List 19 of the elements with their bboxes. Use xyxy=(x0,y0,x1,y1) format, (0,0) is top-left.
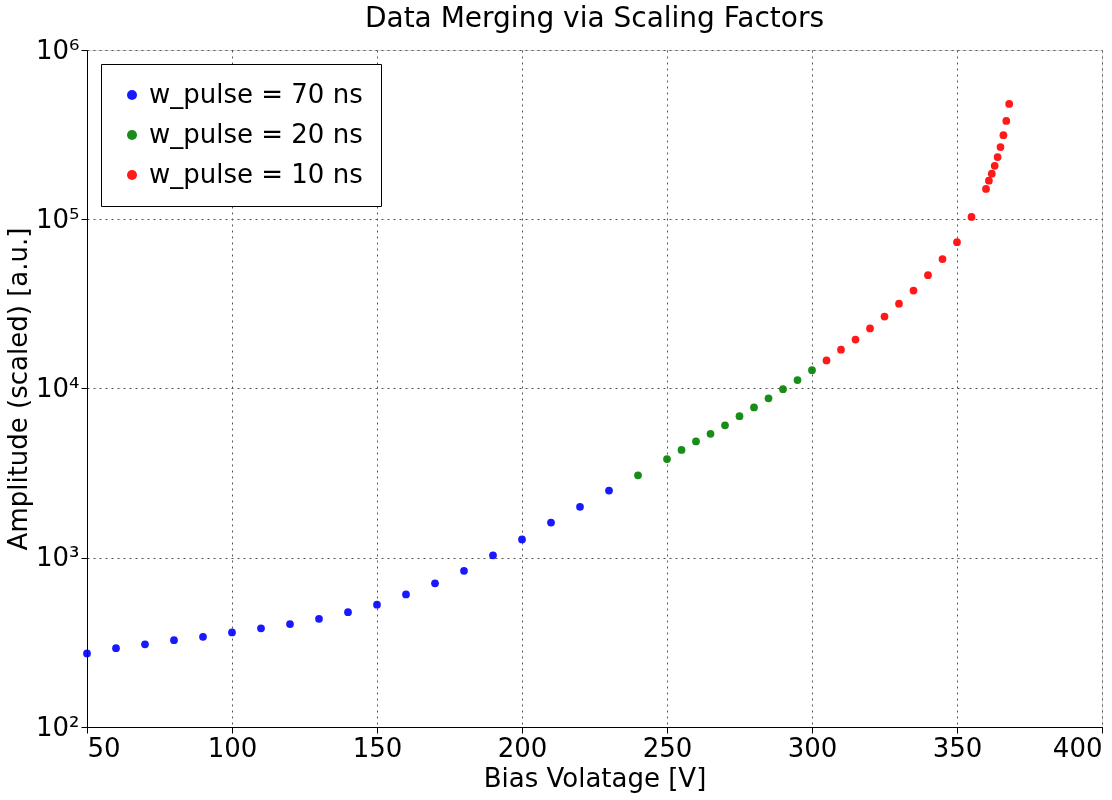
legend-label: w_pulse = 10 ns xyxy=(149,159,363,189)
legend-label: w_pulse = 70 ns xyxy=(149,79,363,109)
x-tick-label: 250 xyxy=(642,732,693,763)
x-tick-label: 50 xyxy=(87,732,121,763)
x-tick-label: 350 xyxy=(932,732,983,763)
y-tick-label: 10² xyxy=(35,711,80,742)
y-tick-label: 10⁴ xyxy=(35,373,80,403)
x-tick-label: 400 xyxy=(1052,732,1103,763)
y-tick-label: 10³ xyxy=(35,542,80,573)
x-tick-label: 200 xyxy=(497,732,548,763)
x-axis-title: Bias Volatage [V] xyxy=(483,762,707,793)
y-tick-label: 10⁶ xyxy=(35,34,80,65)
y-tick-label: 10⁵ xyxy=(35,203,80,234)
x-tick-label: 150 xyxy=(352,732,403,763)
legend-label: w_pulse = 20 ns xyxy=(149,119,363,149)
x-tick-label: 300 xyxy=(787,732,838,763)
y-axis-title: Amplitude (scaled) [a.u.] xyxy=(2,227,33,551)
x-tick-label: 100 xyxy=(207,732,258,763)
chart-title: Data Merging via Scaling Factors xyxy=(364,1,825,34)
